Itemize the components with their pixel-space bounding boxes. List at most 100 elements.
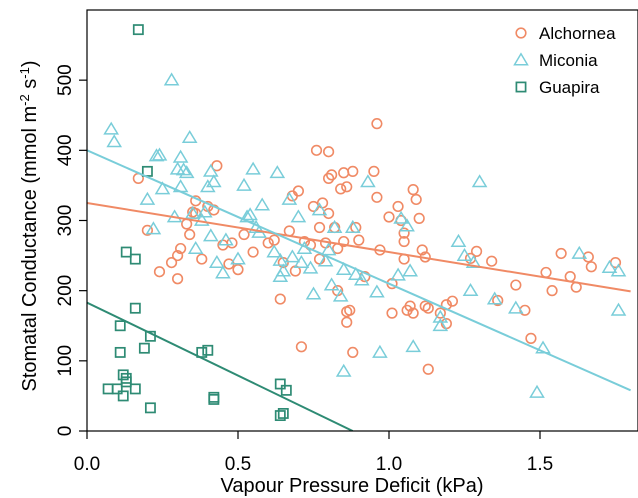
fit-line-guapira: [87, 301, 354, 431]
alchornea-point: [175, 242, 187, 255]
x-axis: 0.0 0.5 1.0 1.5: [74, 431, 553, 475]
fit-line-miconia: [87, 149, 632, 392]
alchornea-point: [277, 256, 289, 269]
alchornea-point: [211, 160, 223, 172]
alchornea-point: [172, 249, 184, 262]
miconia-point: [154, 181, 171, 195]
guapira-point: [132, 24, 144, 36]
alchornea-point: [347, 165, 359, 177]
y-tick-label: 300: [55, 205, 76, 237]
alchornea-point: [510, 279, 522, 291]
alchornea-point: [344, 304, 356, 316]
miconia-point: [290, 209, 307, 223]
miconia-point: [236, 177, 252, 191]
alchornea-point: [585, 261, 597, 273]
miconia-point: [254, 197, 271, 211]
alchornea-point: [141, 224, 153, 236]
y-axis-title: Stomatal Conductance (mmol m-2 s-1): [17, 60, 41, 391]
alchornea-point: [313, 221, 326, 234]
alchornea-point: [540, 266, 552, 279]
alchornea-point: [368, 165, 380, 177]
guapira-point: [129, 302, 141, 314]
alchornea-point: [392, 200, 404, 213]
miconia-point: [529, 384, 545, 398]
alchornea-point: [326, 169, 338, 181]
legend-item-alchornea: Alchornea: [515, 24, 616, 43]
miconia-point: [305, 286, 322, 300]
y-axis-title-mid: s: [19, 79, 41, 95]
miconia-point: [471, 174, 488, 188]
alchornea-point: [208, 204, 220, 216]
miconia-point: [332, 288, 349, 302]
alchornea-point: [398, 227, 410, 239]
miconia-point: [353, 272, 370, 286]
series-miconia: [103, 72, 627, 398]
x-tick-label: 1.5: [527, 454, 553, 475]
miconia-point: [163, 72, 180, 86]
alchornea-point: [274, 293, 286, 305]
alchornea-point: [371, 191, 383, 203]
y-tick-label: 100: [55, 345, 76, 377]
x-axis-title: Vapour Pressure Deficit (kPa): [220, 475, 483, 497]
miconia-point: [465, 254, 482, 268]
guapira-point: [120, 372, 132, 384]
alchornea-point: [238, 228, 250, 241]
x-tick-label: 0.0: [74, 454, 100, 475]
miconia-point: [432, 318, 449, 332]
miconia-point: [369, 284, 385, 298]
miconia-point: [535, 340, 551, 354]
miconia-point: [106, 134, 123, 148]
guapira-point: [117, 369, 129, 381]
legend-label-alchornea: Alchornea: [539, 24, 616, 43]
alchornea-point: [525, 332, 537, 344]
guapira-point: [111, 383, 123, 395]
x-tick-label: 1.0: [376, 454, 402, 475]
legend-item-guapira: Guapira: [515, 78, 600, 97]
miconia-point: [486, 291, 503, 305]
legend: Alchornea Miconia Guapira: [513, 24, 616, 97]
legend-marker-miconia: [513, 52, 529, 66]
y-axis-title-sup1: -2: [17, 94, 32, 106]
guapira-point: [280, 384, 292, 396]
miconia-point: [610, 302, 627, 316]
miconia-point: [390, 267, 406, 281]
alchornea-point: [413, 212, 425, 224]
y-axis-title-prefix: Stomatal Conductance (mmol m: [19, 106, 41, 392]
alchornea-point: [323, 172, 335, 184]
alchornea-point: [404, 300, 416, 312]
miconia-point: [432, 309, 449, 323]
y-tick-label: 0: [55, 426, 76, 437]
miconia-point: [275, 263, 292, 277]
miconia-point: [230, 251, 246, 265]
miconia-point: [344, 219, 361, 233]
miconia-point: [360, 174, 376, 188]
alchornea-point: [338, 167, 350, 179]
alchornea-point: [422, 363, 434, 375]
fit-lines: [87, 149, 632, 431]
alchornea-point: [419, 300, 431, 312]
miconia-point: [215, 265, 231, 279]
x-tick-label: 0.5: [225, 454, 251, 475]
alchornea-point: [446, 295, 459, 307]
guapira-point: [117, 390, 129, 402]
alchornea-point: [546, 285, 558, 297]
guapira-point: [138, 342, 150, 354]
miconia-point: [335, 261, 352, 276]
y-axis-title-sup2: -1: [17, 67, 32, 79]
miconia-point: [601, 259, 618, 273]
miconia-point: [335, 363, 352, 377]
miconia-point: [218, 232, 234, 246]
alchornea-point: [371, 118, 383, 130]
legend-marker-guapira: [515, 81, 527, 93]
y-tick-label: 400: [55, 134, 76, 166]
miconia-point: [242, 207, 258, 221]
y-tick-label: 200: [55, 275, 76, 307]
miconia-point: [193, 212, 210, 226]
alchornea-point: [310, 144, 323, 156]
y-axis-title-suffix: ): [19, 60, 41, 67]
alchornea-point: [410, 193, 422, 206]
alchornea-point: [323, 146, 335, 158]
guapira-point: [114, 320, 126, 332]
alchornea-point: [486, 255, 498, 267]
alchornea-point: [172, 273, 184, 285]
